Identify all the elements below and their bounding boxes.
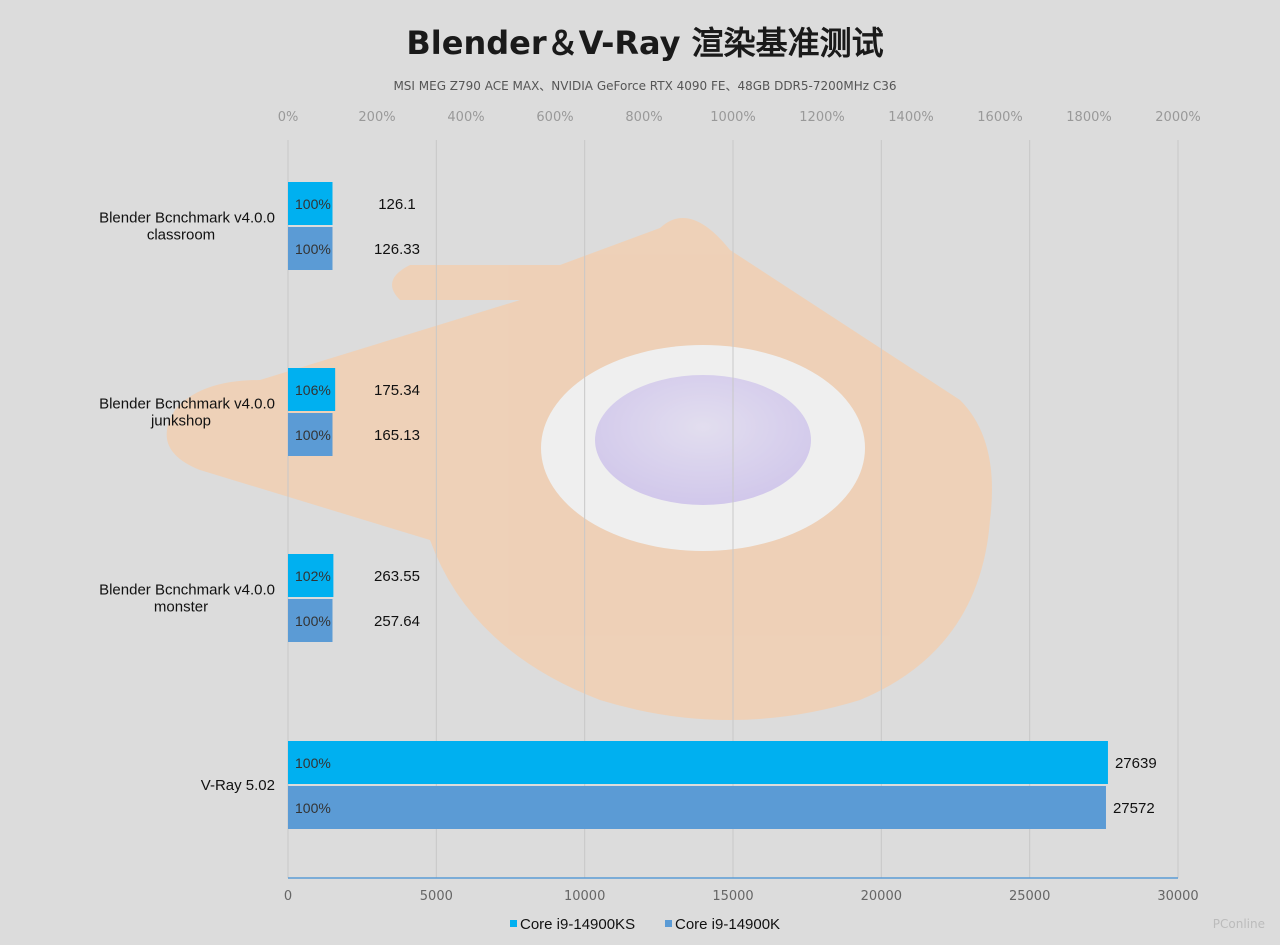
legend-label: Core i9-14900K [675, 916, 780, 933]
bar [288, 599, 333, 642]
value-label: 165.13 [374, 427, 420, 444]
percent-label: 106% [295, 382, 331, 398]
category-labels: Blender Bcnchmark v4.0.0 classroomBlender… [99, 210, 275, 795]
value-label: 27572 [1113, 800, 1155, 817]
top-tick-label: 800% [625, 110, 662, 125]
value-label: 257.64 [374, 613, 420, 630]
top-tick-label: 200% [358, 110, 395, 125]
top-tick-label: 400% [447, 110, 484, 125]
bars: 100% 126.1 100% 126.33 106% 175.34 100% 165.13 1… [288, 182, 1157, 829]
top-tick-label: 1600% [977, 110, 1022, 125]
value-label: 126.33 [374, 241, 420, 258]
bar [288, 182, 333, 225]
top-tick-label: 1400% [888, 110, 933, 125]
bar [288, 741, 1108, 784]
bar [288, 786, 1106, 829]
chart-subtitle: MSI MEG Z790 ACE MAX、NVIDIA GeForce RTX … [393, 79, 896, 93]
legend: Core i9-14900KS Core i9-14900K [510, 916, 780, 933]
bottom-tick-label: 25000 [1009, 889, 1050, 904]
category-label: Blender Bcnchmark v4.0.0 junkshop [99, 396, 275, 430]
category-line: Blender Bcnchmark v4.0.0 [99, 210, 275, 227]
percent-label: 100% [295, 427, 331, 443]
top-tick-label: 1200% [799, 110, 844, 125]
top-tick-label: 1000% [710, 110, 755, 125]
top-tick-label: 600% [536, 110, 573, 125]
bar [288, 554, 334, 597]
percent-label: 100% [295, 755, 331, 771]
top-tick-label: 0% [278, 110, 299, 125]
chart-title: Blender＆V-Ray 渲染基准测试 [406, 24, 883, 62]
bottom-tick-label: 10000 [564, 889, 605, 904]
bar [288, 413, 333, 456]
blender-logo-watermark [166, 217, 993, 720]
bottom-tick-label: 15000 [712, 889, 753, 904]
category-label: Blender Bcnchmark v4.0.0 classroom [99, 210, 275, 244]
bottom-tick-label: 20000 [861, 889, 902, 904]
top-axis-ticks: 0% 200% 400% 600% 800% 1000% 1200% 1400% 1600% 18… [278, 110, 1201, 125]
legend-label: Core i9-14900KS [520, 916, 635, 933]
category-line: Blender Bcnchmark v4.0.0 [99, 396, 275, 413]
value-label: 263.55 [374, 568, 420, 585]
value-label: 126.1 [378, 196, 416, 213]
legend-swatch [665, 920, 672, 927]
percent-label: 102% [295, 568, 331, 584]
bar [288, 227, 333, 270]
watermark-text: PConline [1213, 917, 1265, 931]
bar [288, 368, 336, 411]
percent-label: 100% [295, 196, 331, 212]
category-line: monster [154, 599, 208, 616]
percent-label: 100% [295, 613, 331, 629]
value-label: 175.34 [374, 382, 420, 399]
legend-swatch [510, 920, 517, 927]
percent-label: 100% [295, 800, 331, 816]
category-line: junkshop [150, 413, 211, 430]
value-label: 27639 [1115, 755, 1157, 772]
top-tick-label: 1800% [1066, 110, 1111, 125]
category-label: Blender Bcnchmark v4.0.0 monster [99, 582, 275, 616]
bottom-tick-label: 5000 [420, 889, 453, 904]
bottom-axis-ticks: 0 5000 10000 15000 20000 25000 30000 [284, 889, 1199, 904]
bottom-tick-label: 0 [284, 889, 292, 904]
percent-label: 100% [295, 241, 331, 257]
bottom-tick-label: 30000 [1157, 889, 1198, 904]
category-line: V-Ray 5.02 [201, 777, 275, 794]
category-line: classroom [147, 227, 215, 244]
category-label: V-Ray 5.02 [201, 777, 275, 794]
top-tick-label: 2000% [1155, 110, 1200, 125]
category-line: Blender Bcnchmark v4.0.0 [99, 582, 275, 599]
